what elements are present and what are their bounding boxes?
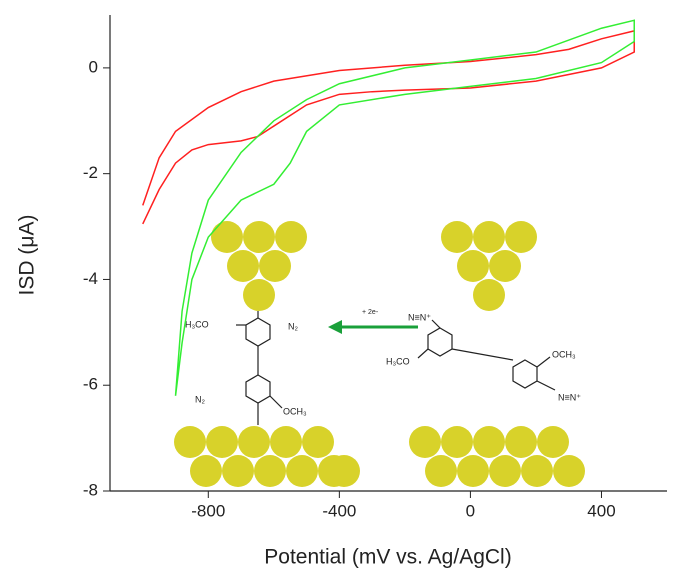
y-tick-label: -2	[83, 163, 98, 182]
y-tick-label: -4	[83, 269, 98, 288]
y-tick-label: -8	[83, 480, 98, 499]
x-tick-label: -800	[191, 501, 225, 520]
x-tick-label: -400	[322, 501, 356, 520]
annotation: + 2e-	[362, 309, 379, 316]
annotation: N₂	[288, 321, 298, 331]
annotation: N₂	[195, 394, 205, 404]
y-tick-label: -6	[83, 375, 98, 394]
annotation: N≡N⁺	[558, 392, 581, 402]
arrow-head	[328, 320, 342, 334]
molecules	[236, 311, 556, 425]
annotation: H₃CO	[386, 356, 410, 366]
annotation: OCH₃	[283, 406, 307, 416]
annotation: N≡N⁺	[408, 312, 431, 322]
x-tick-label: 0	[466, 501, 475, 520]
annotation: OCH₃	[552, 349, 576, 359]
cv-curve	[142, 29, 635, 225]
x-tick-label: 400	[587, 501, 615, 520]
y-axis-label: ISD (μA)	[16, 215, 39, 296]
cv-curve	[174, 19, 635, 396]
annotation: H₃CO	[185, 319, 209, 329]
x-axis-label: Potential (mV vs. Ag/AgCl)	[264, 546, 511, 569]
gold-atoms	[174, 221, 585, 487]
inset: H₃CO N₂ N₂ OCH₃ + 2e- N≡N⁺ H₃CO OCH₃ N≡N…	[174, 221, 585, 487]
y-tick-label: 0	[89, 57, 98, 76]
